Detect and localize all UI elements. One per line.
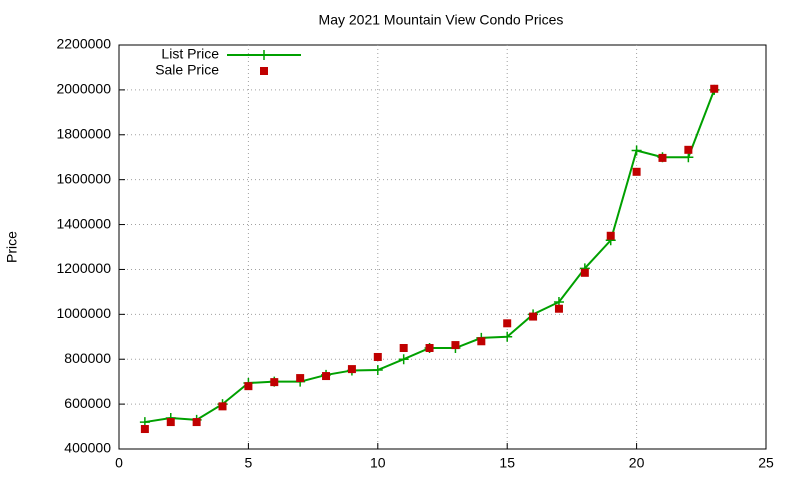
point-marker <box>347 365 356 374</box>
plot-frame <box>118 44 767 450</box>
point-marker <box>710 84 719 93</box>
point-marker <box>398 354 409 365</box>
y-tick-label: 2000000 <box>56 81 111 97</box>
series-line <box>144 89 716 424</box>
y-tick-label: 400000 <box>64 440 111 456</box>
y-tick-label: 1200000 <box>56 260 111 276</box>
point-marker <box>554 304 563 313</box>
chart-title: May 2021 Mountain View Condo Prices <box>319 12 564 28</box>
point-marker <box>373 352 382 361</box>
point-marker <box>632 167 641 176</box>
y-tick-label: 600000 <box>64 395 111 411</box>
point-marker <box>683 152 694 163</box>
point-marker <box>503 319 512 328</box>
point-marker <box>372 364 383 375</box>
point-marker <box>580 268 589 277</box>
point-marker <box>631 145 642 156</box>
point-marker <box>296 374 305 383</box>
legend-marker <box>259 50 269 60</box>
point-marker <box>451 341 460 350</box>
point-marker <box>166 418 175 427</box>
y-axis-label: Price <box>4 231 20 263</box>
y-tick-label: 800000 <box>64 350 111 366</box>
y-tick-label: 1400000 <box>56 215 111 231</box>
y-tick-label: 2200000 <box>56 36 111 52</box>
legend-label: List Price <box>161 46 219 62</box>
point-marker <box>502 331 513 342</box>
x-tick-label: 5 <box>245 455 253 471</box>
y-tick-label: 1600000 <box>56 170 111 186</box>
point-marker <box>218 402 227 411</box>
x-tick-label: 20 <box>629 455 645 471</box>
y-tick-label: 1000000 <box>56 305 111 321</box>
point-marker <box>606 231 615 240</box>
point-marker <box>399 344 408 352</box>
point-marker <box>270 378 279 387</box>
y-tick-label: 1800000 <box>56 125 111 141</box>
x-tick-label: 0 <box>115 455 123 471</box>
point-marker <box>322 372 331 381</box>
legend-label: Sale Price <box>155 62 219 78</box>
point-marker <box>684 145 693 154</box>
point-marker <box>192 418 201 427</box>
legend-marker <box>260 67 268 75</box>
point-marker <box>140 425 149 434</box>
point-marker <box>425 344 434 352</box>
point-marker <box>529 312 538 321</box>
point-marker <box>244 382 253 391</box>
x-tick-label: 10 <box>370 455 386 471</box>
x-tick-label: 15 <box>499 455 515 471</box>
point-marker <box>658 153 667 162</box>
x-tick-label: 25 <box>758 455 774 471</box>
point-marker <box>477 337 486 346</box>
